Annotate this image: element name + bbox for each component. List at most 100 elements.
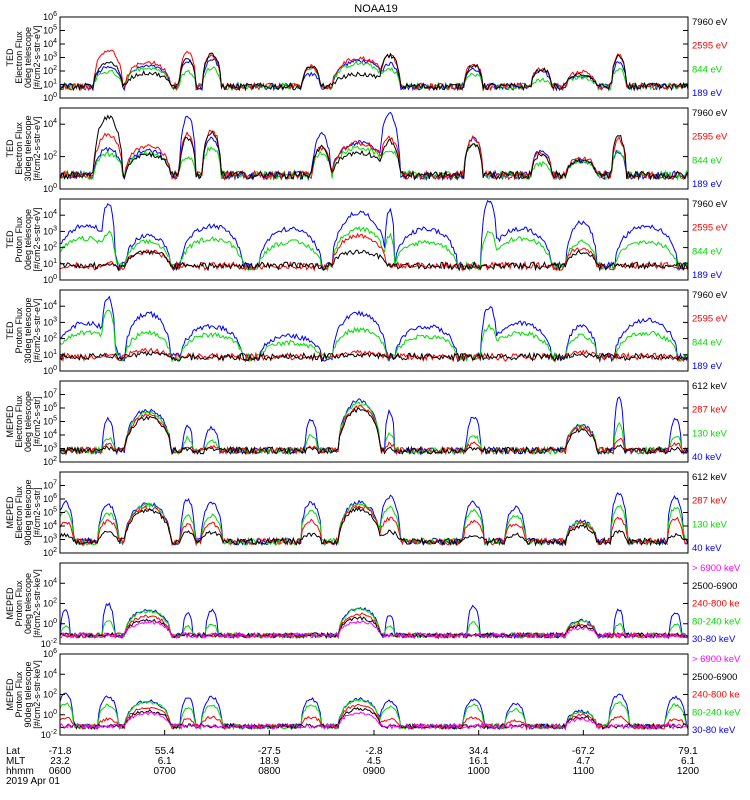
panel-8-ylabel-line-4: [#/cm2-s-str-keV] xyxy=(32,660,42,729)
panel-3-legend-4: 189 eV xyxy=(692,270,723,281)
footer-tick-hhmm-1: 0600 xyxy=(49,766,72,777)
panel-3-legend-3: 844 eV xyxy=(692,246,723,257)
panel-3-ytick-base-0: 10 xyxy=(43,275,53,285)
panel-4-ytick-base-0: 10 xyxy=(43,366,53,376)
panel-3-legend-2: 2595 eV xyxy=(692,223,728,234)
panel-8-ytick-label-0: 10-2 xyxy=(41,729,57,740)
panel-5-ytick-label-4: 106 xyxy=(43,402,57,413)
panel-4-legend-3: 844 eV xyxy=(692,337,723,348)
panel-1-ytick-exp-4: 4 xyxy=(53,38,57,45)
panel-6-ytick-label-2: 104 xyxy=(43,520,57,531)
footer-tick-hhmm-7: 1200 xyxy=(677,766,700,777)
panel-5-series-1 xyxy=(59,396,689,456)
panel-2-ytick-exp-0: 0 xyxy=(53,183,57,190)
panel-1-ytick-base-1: 10 xyxy=(43,80,53,90)
panel-6-ylabel-line-3: 90deg telescope xyxy=(23,479,33,545)
panel-7-ytick-label-2: 102 xyxy=(43,598,57,609)
footer-tick-lat-6: -67.2 xyxy=(572,746,595,757)
panel-6-ytick-exp-2: 4 xyxy=(53,520,57,527)
panel-1-frame xyxy=(59,16,689,99)
panel-6-ytick-label-5: 107 xyxy=(43,480,57,491)
panel-8-legend-2: 2500-6900 xyxy=(692,672,737,683)
panel-1-ytick-label-5: 105 xyxy=(43,25,57,36)
panel-7-ytick-exp-2: 2 xyxy=(53,598,57,605)
panel-7-ylabel-line-2: Proton Flux xyxy=(14,580,24,627)
panel-5-ytick-exp-3: 5 xyxy=(53,416,57,423)
panel-5-series-2 xyxy=(59,401,689,456)
panel-2-ytick-label-2: 104 xyxy=(43,118,57,129)
panel-4-series-4 xyxy=(59,350,689,363)
panel-8-frame xyxy=(59,653,689,736)
panel-4-legend-4: 189 eV xyxy=(692,361,723,372)
footer-tick-mlt-7: 6.1 xyxy=(681,756,695,767)
footer-tick-mlt-5: 16.1 xyxy=(469,756,489,767)
panel-5-ytick-base-2: 10 xyxy=(43,430,53,440)
panel-4-ylabel-line-4: [#/cm2-s-str-eV] xyxy=(32,298,42,362)
panel-6-ytick-base-1: 10 xyxy=(43,535,53,545)
panel-1-ytick-label-4: 104 xyxy=(43,38,57,49)
panel-6-ytick-exp-0: 2 xyxy=(53,547,57,554)
panel-5-ytick-label-5: 107 xyxy=(43,389,57,400)
panel-5-series-3 xyxy=(59,405,689,456)
panel-5-legend-4: 40 keV xyxy=(692,452,722,463)
panel-3-ytick-base-3: 10 xyxy=(43,226,53,236)
panel-2-legend-2: 2595 eV xyxy=(692,132,728,143)
footer-tick-mlt-4: 4.5 xyxy=(367,756,381,767)
panel-8-ytick-exp-0: -2 xyxy=(51,729,57,736)
panel-4-ytick-base-1: 10 xyxy=(43,350,53,360)
footer-tick-lat-7: 79.1 xyxy=(678,746,698,757)
panel-1-series-3 xyxy=(59,49,689,92)
panel-8-ytick-label-1: 100 xyxy=(43,709,57,720)
panel-3-ytick-exp-1: 1 xyxy=(53,258,57,265)
panel-6-ytick-base-5: 10 xyxy=(43,481,53,491)
panel-2-ylabel-line-4: [#/cm2-s-str-eV] xyxy=(32,116,42,180)
panel-5-legend-2: 287 keV xyxy=(692,405,728,416)
panel-4-series-1 xyxy=(59,295,689,364)
panel-6-ytick-base-3: 10 xyxy=(43,508,53,518)
panel-7-ytick-base-0: 10 xyxy=(41,639,51,649)
panel-8-ylabel-line-3: 90deg telescope xyxy=(23,661,33,727)
panel-6-ytick-label-1: 103 xyxy=(43,534,57,545)
panel-6-ylabel-line-4: [#/cm2-s-str] xyxy=(32,487,42,537)
panel-1-ytick-label-2: 102 xyxy=(43,65,57,76)
panel-5-ylabel-line-1: MEPED xyxy=(5,405,15,438)
panel-2-frame xyxy=(59,107,689,190)
panel-5-ytick-exp-0: 2 xyxy=(53,456,57,463)
panel-3-ytick-label-0: 100 xyxy=(43,274,57,285)
panel-1-ytick-base-4: 10 xyxy=(43,39,53,49)
panel-2-ytick-base-2: 10 xyxy=(43,119,53,129)
panel-1-ytick-label-0: 100 xyxy=(43,92,57,103)
panel-4-ytick-label-2: 102 xyxy=(43,333,57,344)
panel-2-ylabel-line-3: 30deg telescope xyxy=(23,115,33,181)
panel-1-ylabel-line-2: Electron Flux xyxy=(14,31,24,84)
panel-5-ytick-base-1: 10 xyxy=(43,444,53,454)
panel-6-ytick-base-4: 10 xyxy=(43,494,53,504)
panel-5-ytick-base-5: 10 xyxy=(43,390,53,400)
panel-3-ylabel-line-2: Proton Flux xyxy=(14,216,24,263)
panel-4-legend-1: 7960 eV xyxy=(692,290,728,301)
panel-1-legend-1: 7960 eV xyxy=(692,17,728,28)
panel-1-ytick-label-3: 103 xyxy=(43,52,57,63)
panel-5-ytick-label-3: 105 xyxy=(43,416,57,427)
panel-4-legend-2: 2595 eV xyxy=(692,314,728,325)
panel-6-legend-1: 612 keV xyxy=(692,472,728,483)
panel-8-ytick-exp-3: 4 xyxy=(53,668,57,675)
chart-title: NOAA19 xyxy=(354,3,397,15)
panel-3-ytick-exp-4: 4 xyxy=(53,209,57,216)
panel-6-legend-3: 130 keV xyxy=(692,519,728,530)
panel-4-ytick-exp-0: 0 xyxy=(53,365,57,372)
panel-7-series-5 xyxy=(59,620,689,640)
panel-4-ylabel-line-2: Proton Flux xyxy=(14,307,24,354)
panel-7-ytick-exp-1: 0 xyxy=(53,618,57,625)
panel-8-ytick-label-3: 104 xyxy=(43,668,57,679)
footer-row-label-hhmm: hhmm xyxy=(6,766,34,777)
panel-3-frame xyxy=(59,198,689,281)
panel-2-ylabel-line-2: Electron Flux xyxy=(14,122,24,175)
panel-2-series-1 xyxy=(59,111,689,182)
footer-tick-lat-5: 34.4 xyxy=(469,746,489,757)
panel-6-ytick-base-0: 10 xyxy=(43,548,53,558)
footer-tick-lat-3: -27.5 xyxy=(258,746,281,757)
panel-6-series-4 xyxy=(59,506,689,547)
